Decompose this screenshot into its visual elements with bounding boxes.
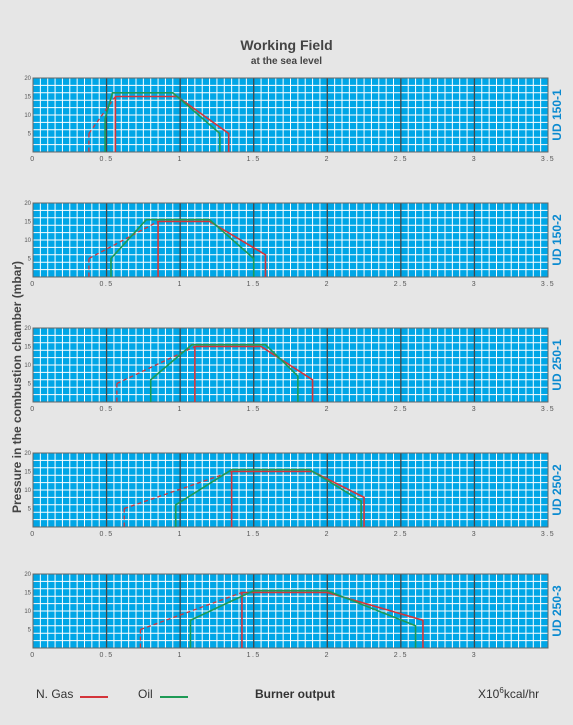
legend-label-gas: N. Gas bbox=[36, 687, 74, 701]
x-tick-label: 3 bbox=[472, 652, 477, 659]
panel-label: UD 150-2 bbox=[550, 214, 564, 266]
series-oil-line bbox=[174, 468, 362, 527]
x-tick-label: 0.5 bbox=[99, 531, 113, 538]
y-tick-label: 10 bbox=[24, 488, 31, 494]
series-oil-line bbox=[149, 343, 299, 402]
x-tick-label: 1 bbox=[177, 281, 182, 288]
plot-frame bbox=[32, 452, 549, 528]
y-tick-label: 5 bbox=[28, 628, 32, 634]
series-gas-line bbox=[194, 345, 314, 402]
panel-label: UD 250-1 bbox=[550, 339, 564, 391]
x-tick-label: 0.5 bbox=[99, 652, 113, 659]
x-tick-label: 2 bbox=[325, 156, 330, 163]
series-oil-line bbox=[104, 92, 221, 152]
x-tick-label: 3.5 bbox=[541, 531, 555, 538]
x-tick-label: 0 bbox=[30, 652, 35, 659]
x-tick-label: 2 bbox=[325, 531, 330, 538]
plot-frame bbox=[32, 327, 549, 403]
y-tick-label: 20 bbox=[24, 326, 31, 332]
x-tick-label: 0 bbox=[30, 156, 35, 163]
x-tick-label: 2 bbox=[325, 652, 330, 659]
unit-suffix: kcal/hr bbox=[503, 687, 540, 701]
x-tick-label: 3 bbox=[472, 156, 477, 163]
x-tick-label: 2 bbox=[325, 406, 330, 413]
x-tick-label: 2.5 bbox=[394, 406, 408, 413]
panel-label: UD 250-2 bbox=[550, 464, 564, 516]
x-tick-label: 2.5 bbox=[394, 531, 408, 538]
y-tick-label: 10 bbox=[24, 609, 31, 615]
x-tick-label: 2.5 bbox=[394, 156, 408, 163]
x-tick-label: 3 bbox=[472, 406, 477, 413]
y-tick-label: 5 bbox=[28, 257, 32, 263]
x-tick-label: 3.5 bbox=[541, 281, 555, 288]
x-tick-label: 1.5 bbox=[247, 406, 261, 413]
x-tick-label: 3.5 bbox=[541, 156, 555, 163]
series-oil-line bbox=[110, 218, 255, 277]
y-tick-label: 5 bbox=[28, 132, 32, 138]
x-tick-label: 1.5 bbox=[247, 531, 261, 538]
x-tick-label: 0 bbox=[30, 531, 35, 538]
y-tick-label: 20 bbox=[24, 76, 31, 82]
y-tick-label: 15 bbox=[24, 220, 31, 226]
y-tick-label: 15 bbox=[24, 470, 31, 476]
series-gas-dashed bbox=[124, 470, 232, 510]
x-tick-label: 0.5 bbox=[99, 156, 113, 163]
unit-label: X106kcal/hr bbox=[478, 686, 539, 701]
series-oil-line bbox=[189, 589, 417, 648]
legend-swatch-oil bbox=[160, 696, 188, 698]
y-tick-label: 20 bbox=[24, 451, 31, 457]
x-axis-label: Burner output bbox=[255, 687, 335, 701]
y-tick-label: 5 bbox=[28, 382, 32, 388]
series-gas-dashed bbox=[88, 220, 159, 260]
x-tick-label: 1.5 bbox=[247, 156, 261, 163]
x-tick-label: 0.5 bbox=[99, 406, 113, 413]
legend-label-oil: Oil bbox=[138, 687, 153, 701]
y-tick-label: 15 bbox=[24, 345, 31, 351]
plot-frame bbox=[32, 77, 549, 153]
unit-prefix: X10 bbox=[478, 687, 500, 701]
x-tick-label: 0.5 bbox=[99, 281, 113, 288]
legend-swatch-gas bbox=[80, 696, 108, 698]
unit-exponent: 6 bbox=[499, 686, 504, 695]
plot-frame bbox=[32, 202, 549, 278]
x-tick-label: 3 bbox=[472, 531, 477, 538]
x-tick-label: 2.5 bbox=[394, 652, 408, 659]
x-tick-label: 3.5 bbox=[541, 406, 555, 413]
y-tick-label: 10 bbox=[24, 238, 31, 244]
series-gas-line bbox=[157, 220, 267, 277]
y-tick-label: 15 bbox=[24, 591, 31, 597]
panel-label: UD 150-1 bbox=[550, 89, 564, 141]
y-tick-label: 5 bbox=[28, 507, 32, 513]
chart-subtitle: at the sea level bbox=[250, 56, 323, 67]
x-tick-label: 1.5 bbox=[247, 281, 261, 288]
x-tick-label: 1 bbox=[177, 652, 182, 659]
x-tick-label: 1.5 bbox=[247, 652, 261, 659]
x-tick-label: 2 bbox=[325, 281, 330, 288]
y-tick-label: 10 bbox=[24, 113, 31, 119]
plot-frame bbox=[32, 573, 549, 649]
x-tick-label: 0 bbox=[30, 406, 35, 413]
y-tick-label: 15 bbox=[24, 95, 31, 101]
chart-title: Working Field bbox=[240, 37, 333, 53]
x-tick-label: 0 bbox=[30, 281, 35, 288]
x-tick-label: 1 bbox=[177, 406, 182, 413]
x-tick-label: 1 bbox=[177, 156, 182, 163]
series-gas-line bbox=[241, 591, 424, 648]
panel-label: UD 250-3 bbox=[550, 585, 564, 637]
y-tick-label: 20 bbox=[24, 572, 31, 578]
y-tick-label: 10 bbox=[24, 363, 31, 369]
y-tick-label: 20 bbox=[24, 201, 31, 207]
x-tick-label: 3 bbox=[472, 281, 477, 288]
x-tick-label: 2.5 bbox=[394, 281, 408, 288]
series-gas-dashed bbox=[88, 96, 116, 134]
x-tick-label: 1 bbox=[177, 531, 182, 538]
